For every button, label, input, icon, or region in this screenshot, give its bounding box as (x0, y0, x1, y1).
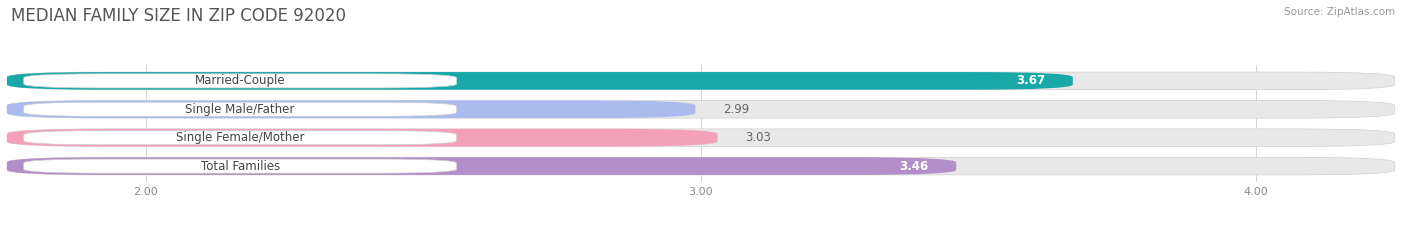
Text: 2.99: 2.99 (723, 103, 749, 116)
Text: Single Female/Mother: Single Female/Mother (176, 131, 305, 144)
Text: MEDIAN FAMILY SIZE IN ZIP CODE 92020: MEDIAN FAMILY SIZE IN ZIP CODE 92020 (11, 7, 346, 25)
FancyBboxPatch shape (7, 100, 1395, 118)
FancyBboxPatch shape (7, 129, 717, 147)
Text: 3.03: 3.03 (745, 131, 770, 144)
Text: 3.67: 3.67 (1017, 74, 1045, 87)
FancyBboxPatch shape (24, 131, 457, 145)
FancyBboxPatch shape (24, 74, 457, 88)
FancyBboxPatch shape (7, 129, 1395, 147)
Text: Total Families: Total Families (201, 160, 280, 173)
Text: 3.46: 3.46 (900, 160, 928, 173)
FancyBboxPatch shape (24, 102, 457, 116)
FancyBboxPatch shape (7, 72, 1395, 90)
FancyBboxPatch shape (7, 100, 696, 118)
Text: Married-Couple: Married-Couple (195, 74, 285, 87)
FancyBboxPatch shape (24, 159, 457, 173)
FancyBboxPatch shape (7, 157, 956, 175)
Text: Source: ZipAtlas.com: Source: ZipAtlas.com (1284, 7, 1395, 17)
FancyBboxPatch shape (7, 157, 1395, 175)
FancyBboxPatch shape (7, 72, 1073, 90)
Text: Single Male/Father: Single Male/Father (186, 103, 295, 116)
